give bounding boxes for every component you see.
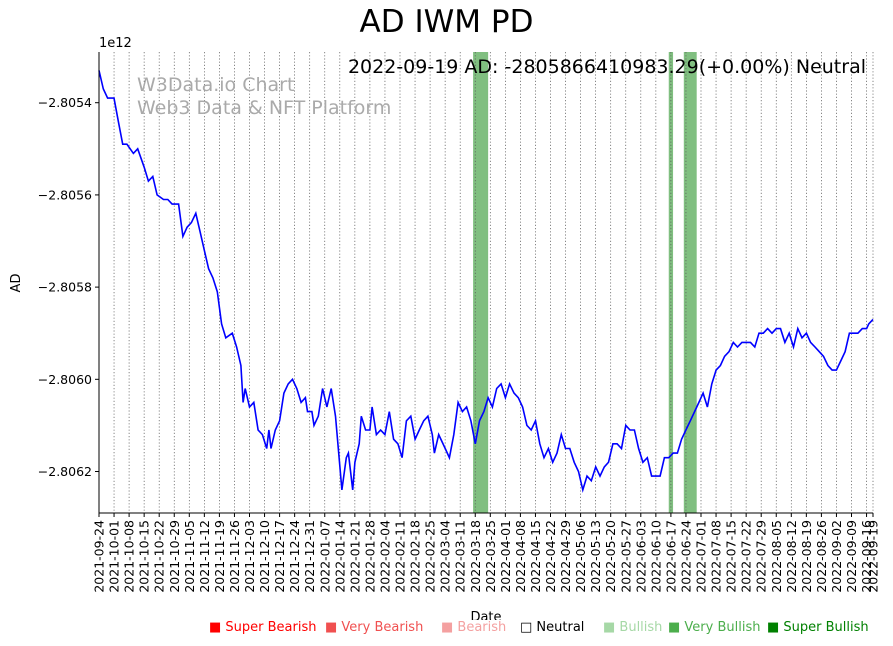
x-tick-label-34: 2022-05-20 [603, 520, 618, 593]
x-tick-label-42: 2022-07-15 [724, 520, 739, 593]
x-tick-label-21: 2022-02-18 [408, 520, 423, 593]
legend-item-super-bearish: ■ Super Bearish [209, 620, 317, 635]
x-tick-label-35: 2022-05-27 [618, 520, 633, 593]
x-tick-label-38: 2022-06-17 [663, 520, 678, 593]
x-tick-label-30: 2022-04-22 [543, 520, 558, 593]
ad-series-line [98, 70, 874, 493]
x-ticks: 2021-09-24 2021-10-01 2021-10-08 2021-10-15… [92, 513, 881, 593]
x-tick-label-22: 2022-02-25 [423, 520, 438, 593]
y-tick-label-1: −2.8056 [38, 187, 92, 202]
x-tick-label-9: 2021-11-26 [227, 520, 242, 593]
x-tick-label-13: 2021-12-24 [287, 520, 302, 593]
x-tick-label-5: 2021-10-29 [167, 520, 182, 593]
legend-item-neutral: □ Neutral [520, 620, 585, 635]
y-tick-label-0: −2.8054 [38, 95, 92, 110]
legend-item-very-bearish: ■ Very Bearish [325, 620, 424, 635]
x-tick-label-49: 2022-09-02 [829, 520, 844, 593]
x-tick-label-28: 2022-04-08 [513, 520, 528, 593]
watermark-line-2: Web3 Data & NFT Platform [137, 97, 391, 119]
x-tick-label-44: 2022-07-29 [754, 520, 769, 593]
x-tick-label-8: 2021-11-19 [212, 520, 227, 593]
x-tick-label-26: 2022-03-25 [483, 520, 498, 593]
legend-item-super-bullish: ■ Super Bullish [767, 620, 869, 635]
legend-item-bullish: ■ Bullish [603, 620, 663, 635]
x-tick-label-3: 2021-10-15 [137, 520, 152, 593]
x-tick-label-51: 2022-09-16 [859, 520, 874, 593]
x-tick-label-17: 2022-01-21 [347, 520, 362, 593]
y-tick-label-3: −2.8060 [38, 372, 92, 387]
y-ticks: −2.8054 −2.8056 −2.8058 −2.8060 −2.8062 [38, 95, 99, 479]
signal-band-0 [473, 52, 489, 513]
signal-bands [473, 52, 697, 513]
x-tick-label-41: 2022-07-08 [709, 520, 724, 593]
x-gridlines [98, 52, 874, 513]
x-tick-label-31: 2022-04-29 [558, 520, 573, 593]
y-tick-label-2: −2.8058 [38, 280, 92, 295]
x-tick-label-27: 2022-04-01 [498, 520, 513, 593]
x-tick-label-33: 2022-05-13 [588, 520, 603, 593]
x-tick-label-39: 2022-06-24 [678, 520, 693, 593]
x-tick-label-25: 2022-03-18 [468, 520, 483, 593]
x-tick-label-52: 2022-09-19 [866, 520, 881, 593]
x-tick-label-1: 2021-10-01 [107, 520, 122, 593]
x-tick-label-6: 2021-11-05 [182, 520, 197, 593]
x-tick-label-10: 2021-12-03 [242, 520, 257, 593]
x-tick-label-11: 2021-12-10 [257, 520, 272, 593]
x-tick-label-50: 2022-09-09 [844, 520, 859, 593]
chart-title: AD IWM PD [359, 4, 534, 40]
x-tick-label-7: 2021-11-12 [197, 520, 212, 593]
watermark-line-1: W3Data.io Chart [137, 74, 294, 96]
legend-item-very-bullish: ■ Very Bullish [668, 620, 761, 635]
x-tick-label-20: 2022-02-11 [393, 520, 408, 593]
x-tick-label-43: 2022-07-22 [739, 520, 754, 593]
y-scale-label: 1e12 [99, 36, 132, 51]
x-tick-label-16: 2022-01-14 [332, 520, 347, 593]
y-axis-label: AD [9, 274, 24, 293]
legend-item-bearish: ■ Bearish [441, 620, 507, 635]
x-tick-label-40: 2022-07-01 [694, 520, 709, 593]
x-tick-label-2: 2021-10-08 [122, 520, 137, 593]
x-tick-label-12: 2021-12-17 [272, 520, 287, 593]
x-tick-label-29: 2022-04-15 [528, 520, 543, 593]
x-tick-label-0: 2021-09-24 [92, 520, 107, 593]
y-tick-label-4: −2.8062 [38, 464, 92, 479]
x-tick-label-36: 2022-06-03 [633, 520, 648, 593]
x-tick-label-14: 2021-12-31 [302, 520, 317, 593]
last-value-annotation: 2022-09-19 AD: -2805866410983.29(+0.00%)… [348, 56, 866, 78]
x-tick-label-23: 2022-03-04 [438, 520, 453, 593]
x-tick-label-4: 2021-10-22 [152, 520, 167, 593]
signal-legend: ■ Super Bearish ■ Very Bearish ■ Bearish □ … [0, 620, 893, 640]
x-tick-label-48: 2022-08-26 [814, 520, 829, 593]
x-tick-label-46: 2022-08-12 [784, 520, 799, 593]
ad-line-chart: W3Data.io Chart Web3 Data & NFT Platform… [9, 36, 881, 620]
x-tick-label-15: 2022-01-07 [317, 520, 332, 593]
x-tick-label-47: 2022-08-19 [799, 520, 814, 593]
x-tick-label-37: 2022-06-10 [648, 520, 663, 593]
x-axis-label: Date [470, 610, 501, 620]
x-tick-label-32: 2022-05-06 [573, 520, 588, 593]
x-tick-label-45: 2022-08-05 [769, 520, 784, 593]
signal-band-2 [683, 52, 697, 513]
x-tick-label-19: 2022-02-04 [377, 520, 392, 593]
x-tick-label-24: 2022-03-11 [453, 520, 468, 593]
x-tick-label-18: 2022-01-28 [362, 520, 377, 593]
